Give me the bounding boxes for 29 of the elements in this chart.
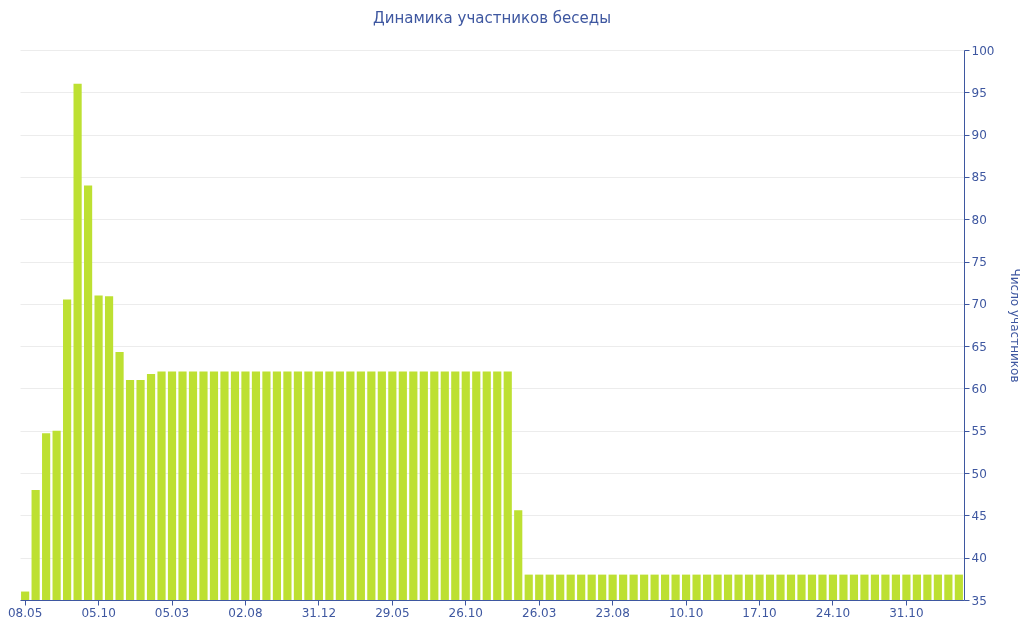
- x-tick-label: 05.03: [154, 605, 190, 620]
- x-tick-label: 26.10: [448, 605, 483, 620]
- y-tick-label: 50: [971, 466, 987, 481]
- y-tick-label: 85: [971, 170, 987, 185]
- x-tick-label: 08.05: [7, 605, 43, 620]
- y-tick-label: 100: [971, 43, 995, 58]
- y-tick-label: 55: [971, 424, 987, 439]
- x-tick-label: 17.10: [742, 605, 777, 620]
- x-tick-label: 31.12: [301, 605, 337, 620]
- y-tick-label: 75: [971, 255, 987, 270]
- x-tick-label: 05.10: [81, 605, 116, 620]
- y-tick-label: 95: [971, 85, 987, 100]
- y-tick-label: 80: [971, 212, 987, 227]
- y-tick-label: 90: [971, 128, 987, 143]
- y-tick-label: 45: [971, 508, 987, 523]
- x-tick-label: 10.10: [668, 605, 704, 620]
- y-tick-label: 40: [971, 551, 987, 566]
- x-tick-label: 24.10: [815, 605, 851, 620]
- x-tick-label: 02.08: [228, 605, 263, 620]
- x-tick-label: 29.05: [375, 605, 410, 620]
- x-tick-label: 31.10: [889, 605, 924, 620]
- x-tick-label: 23.08: [595, 605, 630, 620]
- y-tick-label: 35: [971, 593, 987, 608]
- x-tick-label: 26.03: [522, 605, 557, 620]
- y-tick-label: 65: [971, 339, 987, 354]
- y-tick-label: 70: [971, 297, 987, 312]
- y-axis-title: Число участников: [1008, 268, 1023, 383]
- chart-title: Динамика участников беседы: [372, 9, 612, 27]
- y-tick-label: 60: [971, 381, 987, 396]
